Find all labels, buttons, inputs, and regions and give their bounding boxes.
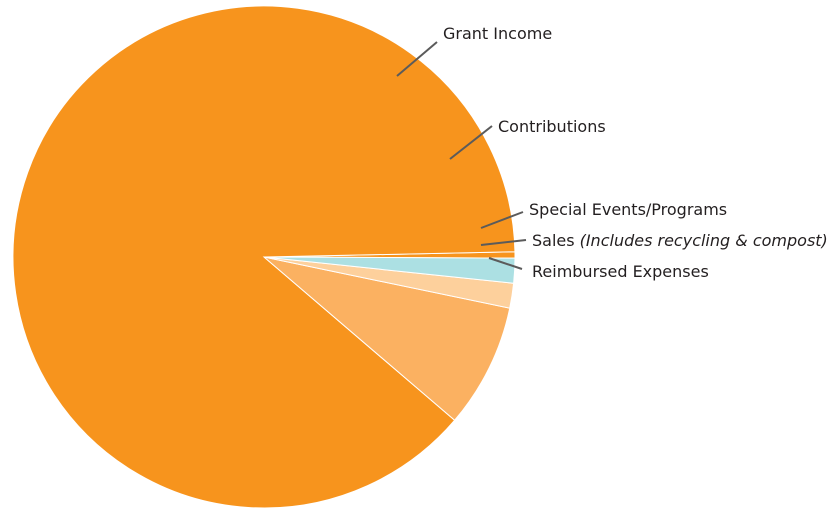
slice-label-sales-note: (Includes recycling & compost) [580, 231, 828, 250]
slice-label-sales: Sales (Includes recycling & compost) [532, 231, 828, 250]
leader-line-contributions [449, 125, 493, 160]
slice-label-reimbursed-expenses: Reimbursed Expenses [532, 262, 709, 281]
pie-slice-contributions [263, 256, 511, 421]
pie-slices [12, 5, 516, 508]
leader-line-reimbursed-expenses [488, 257, 523, 270]
leader-line-grant-income [396, 41, 438, 77]
slice-label-special-events: Special Events/Programs [529, 200, 727, 219]
slice-label-contributions: Contributions [498, 117, 606, 136]
leader-line-special-events [480, 211, 524, 229]
slice-label-sales-main: Sales [532, 231, 575, 250]
pie-slice-sales [263, 256, 516, 284]
slice-label-grant-income: Grant Income [443, 24, 552, 43]
leader-line-sales [480, 239, 527, 246]
